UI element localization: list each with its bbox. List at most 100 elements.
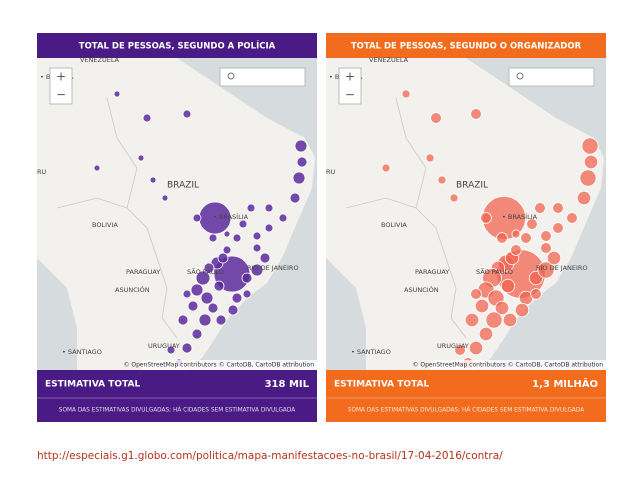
protest-bubble[interactable] [480,212,492,224]
protest-bubble[interactable] [113,90,121,98]
panel-footer [37,370,317,422]
protest-bubble[interactable] [252,243,262,253]
zoom-control [338,67,362,105]
protest-bubble[interactable] [182,109,192,119]
protest-bubble[interactable] [142,113,152,123]
protest-bubble[interactable] [470,108,482,120]
protest-bubble[interactable] [198,313,212,327]
protest-bubble[interactable] [510,244,522,256]
protest-bubble[interactable] [526,218,538,230]
protest-bubble[interactable] [296,156,308,168]
protest-bubble[interactable] [166,345,176,355]
zoom-out[interactable]: − [56,88,66,102]
protest-bubble[interactable] [579,169,597,187]
zoom-out[interactable]: − [345,88,355,102]
zoom-in[interactable]: + [56,70,66,84]
total-value: 318 MIL [265,379,310,390]
protest-bubble[interactable] [552,202,564,214]
protest-bubble[interactable] [478,326,494,342]
protest-bubble[interactable] [381,163,391,173]
protest-bubble[interactable] [207,302,219,314]
source-url[interactable]: http://especiais.g1.globo.com/politica/m… [37,450,503,462]
protest-bubble[interactable] [232,233,242,243]
protest-bubble[interactable] [182,289,192,299]
protest-bubble[interactable] [250,263,264,277]
protest-bubble[interactable] [401,89,411,99]
protest-bubble[interactable] [454,344,466,356]
protest-bubble[interactable] [278,213,288,223]
panel-header [37,33,317,58]
total-note: SOMA DAS ESTIMATIVAS DIVULGADAS; HÁ CIDA… [348,407,584,414]
protest-bubble[interactable] [581,137,599,155]
protest-bubble[interactable] [192,213,202,223]
protest-bubble[interactable] [191,328,203,340]
attribution-bg [142,360,317,370]
protest-bubble[interactable] [520,232,532,244]
protest-bubble[interactable] [464,312,480,328]
protest-bubble[interactable] [496,232,508,244]
protest-bubble[interactable] [161,194,169,202]
protest-bubble[interactable] [468,340,484,356]
protest-bubble[interactable] [213,280,225,292]
attribution-bg [431,360,606,370]
map-panel: TOTAL DE PESSOAS, SEGUNDO A POLÍCIA VENEZ… [37,33,317,422]
protest-bubble[interactable] [540,242,552,254]
protest-bubble[interactable] [137,154,145,162]
protest-bubble[interactable] [552,222,564,234]
protest-bubble[interactable] [546,250,562,266]
protest-bubble[interactable] [437,175,447,185]
protest-bubble[interactable] [190,283,204,297]
protest-bubble[interactable] [181,342,193,354]
protest-bubble[interactable] [200,291,214,305]
protest-bubble[interactable] [208,233,218,243]
protest-bubble[interactable] [500,278,516,294]
protest-bubble[interactable] [494,300,510,316]
protest-bubble[interactable] [177,314,189,326]
protest-bubble[interactable] [576,190,592,206]
protest-bubble[interactable] [203,262,215,274]
protest-bubble[interactable] [511,229,521,239]
protest-bubble[interactable] [470,288,482,300]
map-label: URUGUAY [148,342,180,350]
protest-bubble[interactable] [537,261,555,279]
protest-bubble[interactable] [222,245,232,255]
protest-bubble[interactable] [227,304,239,316]
protest-bubble[interactable] [474,298,490,314]
protest-bubble[interactable] [246,203,256,213]
protest-bubble[interactable] [540,230,552,242]
zoom-in[interactable]: + [345,70,355,84]
protest-bubble[interactable] [217,252,229,264]
protest-bubble[interactable] [242,289,252,299]
protest-bubble[interactable] [259,252,271,264]
attribution: © OpenStreetMap contributors © CartoDB, … [123,362,314,369]
panel-title: TOTAL DE PESSOAS, SEGUNDO O ORGANIZADOR [351,42,582,52]
protest-bubble[interactable] [264,223,274,233]
protest-bubble[interactable] [215,314,227,326]
protest-bubble[interactable] [238,219,248,229]
protest-bubble[interactable] [93,164,101,172]
protest-bubble[interactable] [502,312,518,328]
search-box[interactable] [508,67,595,87]
protest-bubble[interactable] [187,300,199,312]
protest-bubble[interactable] [425,153,435,163]
protest-bubble[interactable] [223,230,231,238]
protest-bubble[interactable] [292,171,306,185]
protest-bubble[interactable] [430,112,442,124]
map-label: RU [37,168,47,176]
protest-bubble[interactable] [252,231,262,241]
protest-bubble[interactable] [264,203,274,213]
protest-bubble[interactable] [583,154,599,170]
protest-bubble[interactable] [195,270,211,286]
search-box[interactable] [219,67,306,87]
protest-bubble[interactable] [149,176,157,184]
protest-bubble[interactable] [485,311,503,329]
protest-bubble[interactable] [231,292,243,304]
protest-bubble[interactable] [294,139,308,153]
protest-bubble[interactable] [449,193,459,203]
protest-bubble[interactable] [530,288,542,300]
protest-bubble[interactable] [241,272,253,284]
protest-bubble[interactable] [566,212,578,224]
protest-bubble[interactable] [514,302,530,318]
protest-bubble[interactable] [289,192,301,204]
protest-bubble[interactable] [534,202,546,214]
